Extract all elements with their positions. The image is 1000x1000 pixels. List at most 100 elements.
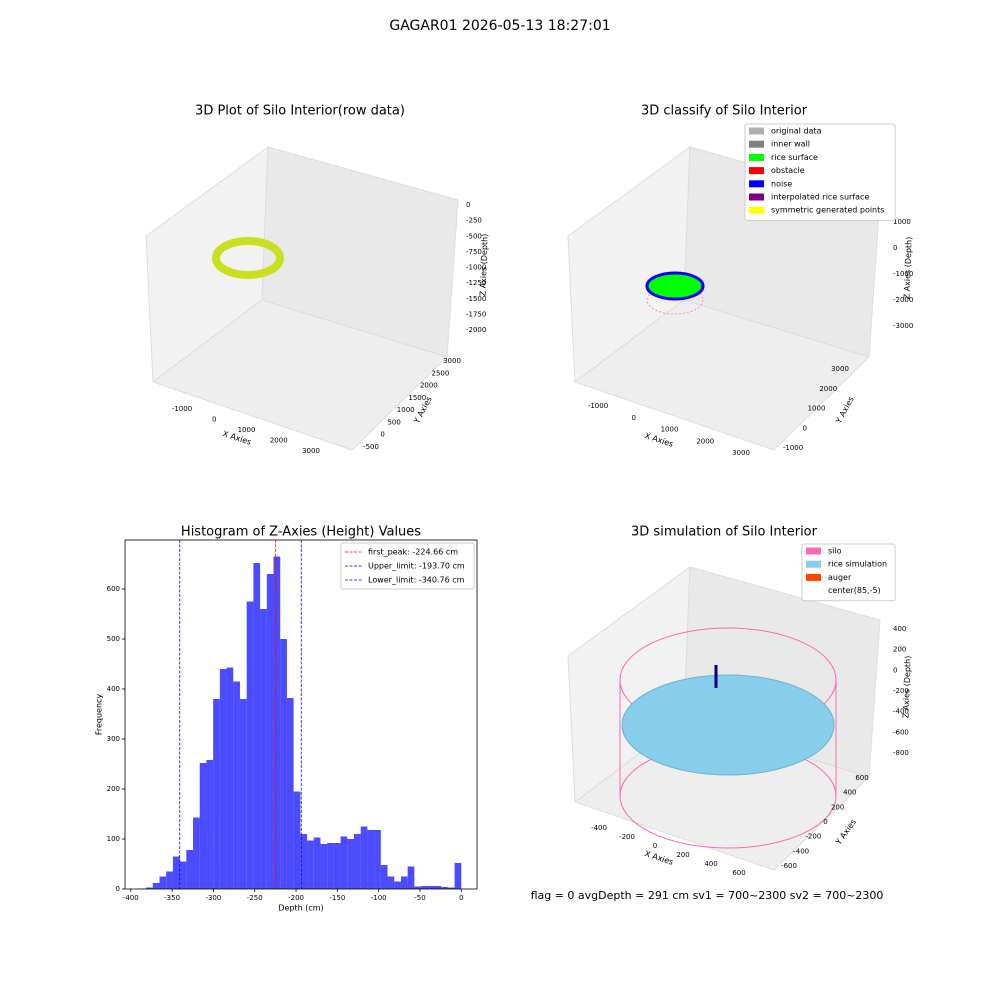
x-tick-label: 1000 [238,426,256,434]
bar [273,556,281,889]
y-tick-label: -1000 [783,444,803,452]
bar [367,830,375,889]
z-tick-label: -200 [893,687,909,695]
y-tick-label: 0 [380,431,384,439]
bar [206,760,214,889]
x-tick-label: -1000 [172,405,192,413]
bar [414,886,422,889]
z-tick-label: -1750 [466,310,486,318]
x-tick-label: -100 [371,894,387,902]
x-tick-label: 400 [704,860,717,868]
x-tick-label: -350 [164,894,180,902]
bar [307,840,314,889]
legend-box [801,543,896,602]
z-tick-label: 1000 [893,218,911,226]
bar [300,834,308,889]
z-tick-label: -1000 [893,270,913,278]
x-tick-label: -1000 [588,402,608,410]
y-tick-label: 3000 [831,365,849,373]
bar [166,871,173,889]
legend-swatch [749,206,764,214]
bar [447,887,455,889]
legend-label: Lower_limit: -340.76 cm [368,576,465,585]
y-tick-label: 600 [855,774,868,782]
y-tick-label: 2000 [420,382,438,390]
pane [573,299,870,451]
legend-swatch [749,153,764,161]
legend-label: auger [828,573,852,582]
bar [213,699,220,889]
bar [226,667,234,889]
legend-label: noise [771,179,792,188]
bar [387,876,395,889]
pane-set [145,145,459,451]
legend-label: inner wall [771,140,810,149]
bar [427,886,435,889]
x-tick-label: 600 [732,869,745,877]
bar [266,574,274,889]
chart-title: 3D classify of Silo Interior [641,104,808,119]
bar [380,865,388,889]
z-tick-label: -1250 [466,279,486,287]
point-cloud [212,237,284,279]
bar [159,876,167,889]
y-tick-label: 1500 [408,394,426,402]
x-tick-label: -400 [591,824,607,832]
x-tick-label: 2000 [696,437,714,445]
y-tick-label: 400 [107,685,120,693]
legend-swatch [749,140,764,148]
bar [400,876,408,889]
y-tick-label: 1000 [397,406,415,414]
y-tick-label: -400 [793,847,809,855]
x-tick-label: -200 [619,833,635,841]
z-tick-label: -250 [466,217,482,225]
z-tick-label: 0 [893,666,897,674]
y-tick-label: 200 [107,785,120,793]
y-tick-label: -600 [781,862,797,870]
z-tick-label: -500 [466,232,482,240]
chart-title: Histogram of Z-Axies (Height) Values [181,525,421,540]
z-tick-label: 200 [893,646,906,654]
z-tick-label: -1500 [466,295,486,303]
bar [199,763,207,889]
pane-set [567,565,881,871]
legend-box [744,123,896,221]
legend-label: silo [828,547,842,556]
status-text: flag = 0 avgDepth = 291 cm sv1 = 700~230… [531,889,884,902]
x-tick-label: -400 [123,894,139,902]
x-tick-label: 0 [212,416,216,424]
bar [260,609,267,889]
legend-label: rice surface [771,153,818,162]
z-tick-label: -750 [466,248,482,256]
y-tick-label: 500 [107,635,120,643]
x-tick-label: 3000 [732,449,750,457]
z-axis-label: Z Axies (Depth) [902,237,913,300]
bar [394,881,401,889]
bar [172,856,180,889]
point-cloud [645,271,705,301]
y-tick-label: 400 [843,789,856,797]
x-tick-label: 1000 [661,426,679,434]
y-tick-label: 200 [831,803,844,811]
bar [441,887,448,889]
legend-swatch [806,547,821,555]
y-tick-label: 3000 [443,357,461,365]
chart-title: 3D simulation of Silo Interior [631,525,818,540]
x-axis-label: X Axies [644,431,675,449]
z-tick-label: 0 [893,244,897,252]
z-tick-label: 0 [466,201,470,209]
y-axis-label: Frequency [95,694,104,736]
z-tick-label: -400 [893,708,909,716]
legend-swatch [806,560,821,568]
bar [193,817,200,889]
bar [340,836,348,889]
x-tick-label: 0 [632,414,636,422]
legend-box [340,542,475,590]
bar [179,861,187,889]
y-tick-label: 500 [387,418,400,426]
x-tick-label: 2000 [270,437,288,445]
legend-swatch [749,193,764,201]
bar [360,826,368,889]
bar [434,886,442,889]
